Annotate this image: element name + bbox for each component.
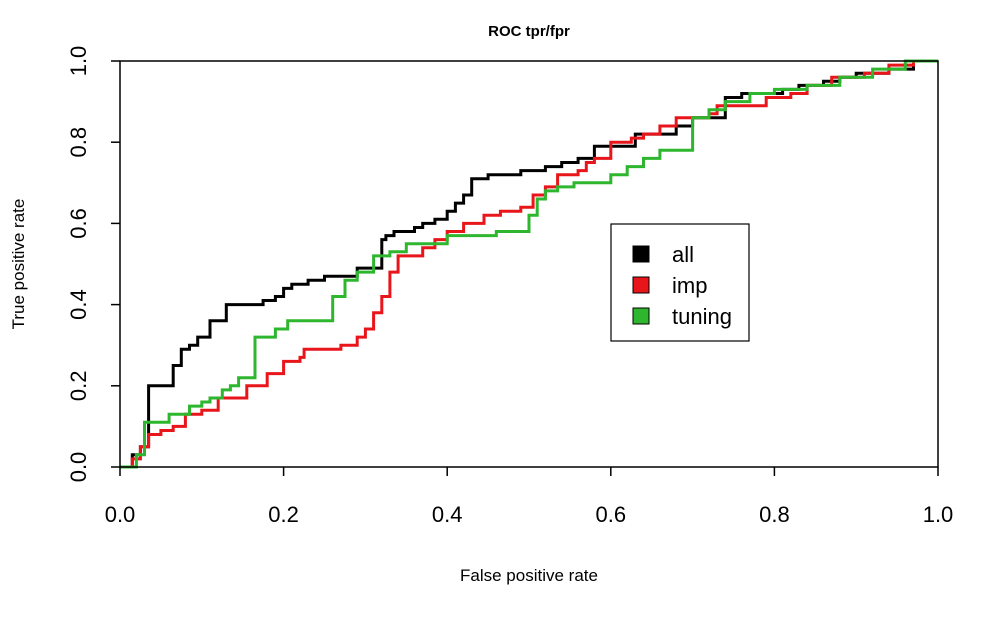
series-line-tuning (120, 59, 938, 469)
legend-label-all: all (672, 242, 694, 267)
x-tick-label: 0.8 (759, 502, 790, 527)
x-tick-label: 1.0 (923, 502, 954, 527)
x-axis: 0.0 0.2 0.4 0.6 0.8 1.0 (105, 467, 954, 527)
y-tick-label: 0.2 (66, 371, 91, 402)
plot-frame (119, 60, 939, 468)
y-tick-label: 0.0 (66, 452, 91, 483)
legend: all imp tuning (610, 223, 750, 342)
chart-title: ROC tpr/fpr (488, 23, 570, 40)
y-tick-label: 1.0 (66, 46, 91, 77)
y-tick-label: 0.6 (66, 208, 91, 239)
y-axis-label: True positive rate (9, 199, 28, 330)
legend-entries: all imp tuning (632, 242, 732, 329)
legend-label-imp: imp (672, 273, 707, 298)
x-axis-label: False positive rate (460, 566, 598, 585)
legend-swatch-all (632, 245, 650, 263)
y-tick-label: 0.8 (66, 127, 91, 158)
y-tick-label: 0.4 (66, 289, 91, 320)
series-line-imp (120, 59, 938, 469)
legend-swatch-tuning (632, 307, 650, 325)
y-axis: 0.0 0.2 0.4 0.6 0.8 1.0 (66, 46, 120, 483)
series-layer (120, 59, 938, 469)
x-tick-label: 0.0 (105, 502, 136, 527)
x-tick-label: 0.2 (268, 502, 299, 527)
legend-swatch-imp (632, 276, 650, 294)
legend-label-tuning: tuning (672, 304, 732, 329)
x-tick-label: 0.6 (596, 502, 627, 527)
x-tick-label: 0.4 (432, 502, 463, 527)
series-line-all (120, 59, 938, 469)
